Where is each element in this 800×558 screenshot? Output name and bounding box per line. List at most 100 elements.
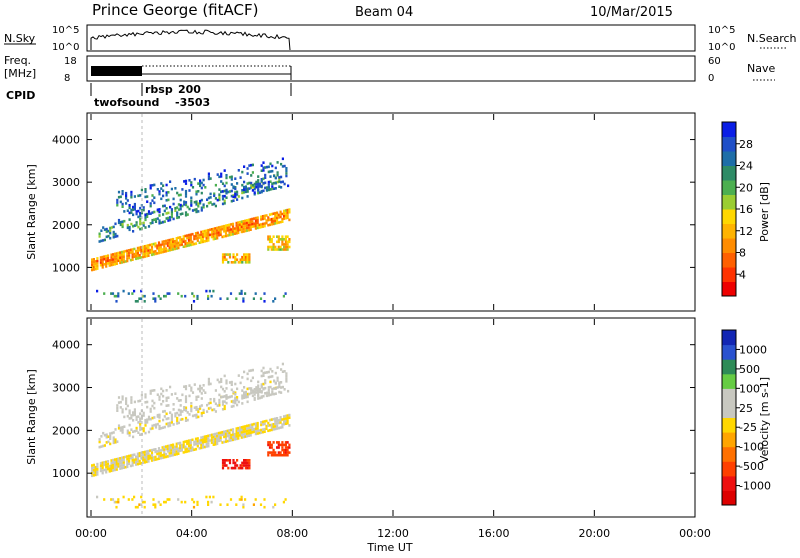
velocity-cell (123, 425, 126, 428)
power-cell (140, 297, 143, 300)
power-cell (253, 217, 256, 220)
power-cell (122, 258, 125, 261)
power-cell (251, 185, 254, 189)
power-cell (239, 258, 242, 261)
velocity-cell (210, 441, 213, 444)
velocity-cell (271, 390, 274, 394)
date-label: 10/Mar/2015 (590, 5, 673, 20)
power-cell (159, 246, 162, 249)
velocity-cell (105, 470, 108, 474)
velocity-cell (203, 445, 206, 449)
velocity-cell (194, 442, 198, 446)
velocity-cell (151, 404, 154, 408)
power-cell (207, 175, 210, 178)
power-cell (184, 211, 188, 214)
velocity-cell (112, 463, 115, 467)
power-cell (153, 201, 156, 205)
power-cell (100, 229, 103, 232)
velocity-cell (151, 399, 154, 403)
power-cell (158, 208, 161, 211)
velocity-cell (173, 453, 176, 456)
power-cell (150, 253, 154, 257)
velocity-cell (143, 500, 146, 504)
velocity-cell (236, 398, 239, 402)
power-cell (264, 186, 267, 190)
velocity-cell (207, 434, 210, 438)
power-cell (221, 253, 225, 256)
velocity-cell (240, 428, 243, 432)
power-cell (133, 205, 136, 208)
power-cell (123, 219, 126, 223)
power-cell (202, 232, 205, 236)
power-cell (286, 235, 289, 238)
power-cell (183, 200, 186, 204)
velocity-cell (144, 424, 147, 427)
velocity-cell (119, 462, 122, 465)
power-cell (128, 249, 131, 252)
power-cell (250, 186, 253, 189)
velocity-cell (196, 503, 199, 506)
power-cell (281, 248, 284, 251)
colorbar-tick-label: -100 (739, 441, 764, 454)
power-cell (149, 184, 152, 187)
velocity-cell (150, 451, 154, 455)
velocity-cell (223, 374, 226, 378)
power-cell (244, 227, 247, 230)
power-cell (232, 199, 235, 202)
velocity-cell (205, 440, 208, 443)
power-cell (262, 189, 265, 193)
power-cell (202, 178, 205, 182)
velocity-cell (184, 416, 188, 420)
power-cell (264, 181, 267, 185)
velocity-cell (162, 389, 165, 393)
velocity-cell (219, 431, 222, 434)
power-cell (184, 245, 187, 248)
power-cell (254, 216, 257, 220)
velocity-cell (166, 444, 169, 448)
power-cell (170, 248, 173, 252)
power-cell (150, 243, 154, 246)
power-cell (264, 176, 267, 179)
velocity-cell (101, 469, 104, 472)
power-cell (248, 253, 251, 256)
velocity-cell (182, 443, 185, 446)
velocity-cell (237, 466, 240, 470)
velocity-cell (177, 447, 180, 450)
velocity-cell (250, 369, 253, 372)
power-cell (246, 261, 249, 264)
velocity-cell (241, 466, 244, 470)
velocity-cell (235, 435, 238, 438)
power-cell (200, 206, 203, 210)
velocity-cell (203, 440, 206, 444)
velocity-cell (283, 422, 286, 426)
velocity-cell (159, 503, 162, 506)
velocity-cell (135, 415, 138, 419)
velocity-cell (149, 417, 152, 421)
velocity-cell (200, 444, 203, 447)
velocity-cell (107, 440, 110, 444)
power-cell (203, 229, 206, 233)
velocity-cell (280, 368, 283, 371)
velocity-cell (202, 411, 205, 414)
velocity-cell (165, 412, 168, 416)
velocity-cell (128, 454, 131, 458)
power-cell (142, 250, 145, 254)
velocity-cell (246, 429, 249, 433)
velocity-cell (197, 407, 200, 411)
velocity-cell (229, 498, 233, 501)
velocity-cell (117, 460, 120, 463)
velocity-cell (168, 498, 171, 501)
velocity-cell (172, 423, 175, 426)
velocity-cell (184, 440, 187, 443)
power-cell (139, 206, 142, 210)
velocity-cell (234, 466, 237, 470)
velocity-cell (135, 455, 138, 459)
freq-tick-top: 18 (64, 56, 77, 67)
velocity-cell (216, 442, 219, 446)
velocity-cell (279, 453, 282, 457)
velocity-cell (200, 436, 203, 439)
power-cell (159, 297, 162, 300)
power-cell (242, 222, 245, 226)
velocity-cell (246, 424, 249, 428)
velocity-cell (147, 449, 150, 453)
